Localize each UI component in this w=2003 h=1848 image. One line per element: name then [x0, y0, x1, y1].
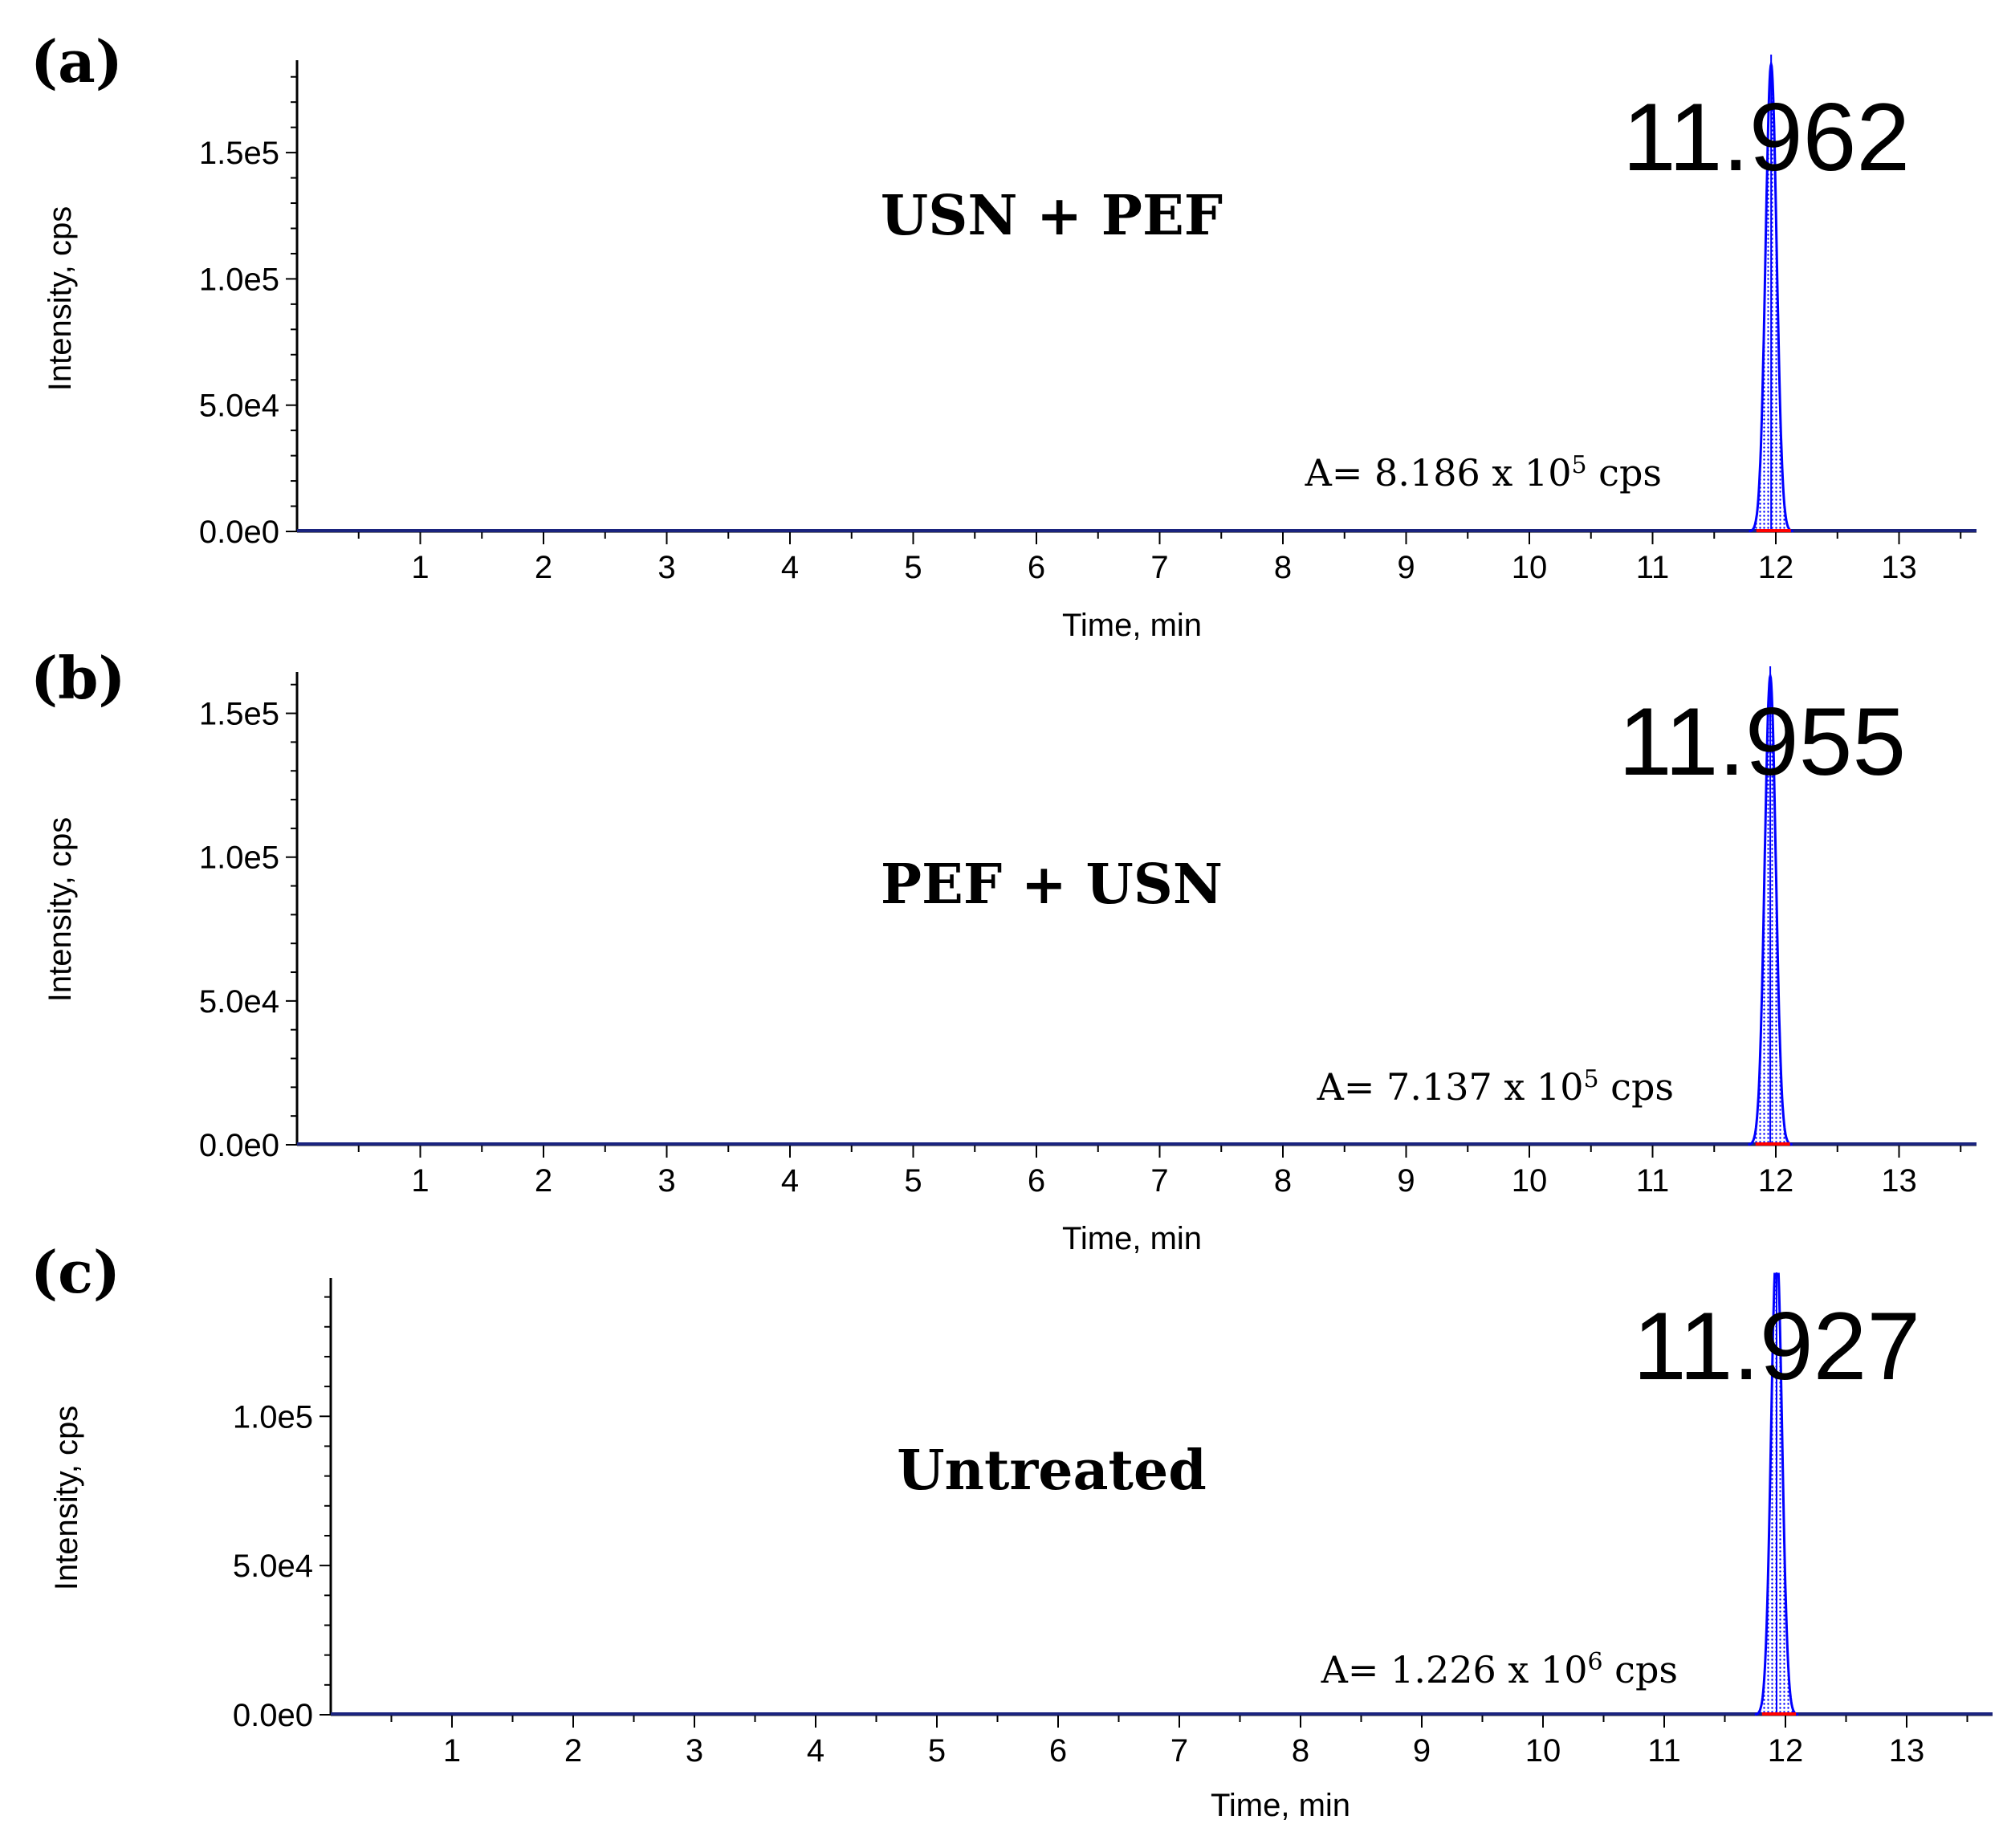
- area-label-exponent: 6: [1587, 1648, 1602, 1676]
- x-tick-label: 1: [411, 1163, 429, 1199]
- peak-time-label: 11.962: [1622, 83, 1910, 191]
- x-tick-label: 11: [1636, 550, 1670, 585]
- x-tick-label: 5: [904, 550, 922, 585]
- area-label: A= 1.226 x 106 cps: [1321, 1648, 1678, 1691]
- area-label-prefix: A= 7.137 x 10: [1317, 1065, 1584, 1109]
- area-label-exponent: 5: [1571, 451, 1586, 479]
- area-label-prefix: A= 1.226 x 10: [1321, 1648, 1588, 1691]
- peak-time-label: 11.955: [1618, 688, 1906, 796]
- x-tick-label: 4: [781, 550, 799, 585]
- x-tick-label: 10: [1512, 1163, 1548, 1199]
- x-tick-label: 12: [1768, 1733, 1804, 1769]
- area-label: A= 7.137 x 105 cps: [1317, 1065, 1674, 1109]
- x-tick-label: 4: [781, 1163, 799, 1199]
- condition-label: USN + PEF: [881, 184, 1223, 248]
- x-tick-label: 13: [1881, 1163, 1917, 1199]
- x-tick-label: 12: [1758, 550, 1794, 585]
- x-tick-label: 2: [564, 1733, 582, 1769]
- x-tick-label: 11: [1636, 1163, 1670, 1199]
- x-tick-label: 5: [904, 1163, 922, 1199]
- area-label-unit: cps: [1603, 1648, 1678, 1691]
- y-tick-label: 5.0e4: [233, 1549, 313, 1584]
- peak-time-label: 11.927: [1633, 1292, 1920, 1400]
- x-tick-label: 13: [1881, 550, 1917, 585]
- x-tick-label: 3: [657, 550, 675, 585]
- y-axis-label: Intensity, cps: [49, 1406, 84, 1590]
- x-tick-label: 8: [1274, 550, 1292, 585]
- x-tick-label: 10: [1525, 1733, 1561, 1769]
- y-axis-label: Intensity, cps: [43, 206, 78, 391]
- x-axis-label: Time, min: [1062, 1221, 1202, 1256]
- x-tick-label: 1: [411, 550, 429, 585]
- x-axis-label: Time, min: [1211, 1788, 1350, 1823]
- y-tick-label: 5.0e4: [199, 984, 279, 1020]
- x-tick-label: 7: [1150, 550, 1168, 585]
- x-tick-label: 7: [1150, 1163, 1168, 1199]
- x-tick-label: 2: [535, 1163, 552, 1199]
- x-tick-label: 6: [1028, 1163, 1045, 1199]
- x-tick-label: 3: [686, 1733, 703, 1769]
- condition-label: Untreated: [897, 1439, 1207, 1503]
- area-label-prefix: A= 8.186 x 10: [1305, 451, 1572, 495]
- x-tick-label: 6: [1049, 1733, 1067, 1769]
- x-tick-label: 2: [535, 550, 552, 585]
- x-tick-label: 7: [1170, 1733, 1188, 1769]
- y-tick-label: 1.5e5: [199, 697, 279, 732]
- x-tick-label: 3: [657, 1163, 675, 1199]
- x-axis-label: Time, min: [1062, 608, 1202, 643]
- x-tick-label: 13: [1889, 1733, 1925, 1769]
- area-label: A= 8.186 x 105 cps: [1305, 451, 1662, 495]
- y-tick-label: 0.0e0: [199, 1128, 279, 1163]
- y-axis-label: Intensity, cps: [43, 817, 78, 1002]
- condition-label: PEF + USN: [881, 853, 1223, 917]
- y-tick-label: 5.0e4: [199, 389, 279, 424]
- y-tick-label: 1.5e5: [199, 136, 279, 171]
- x-tick-label: 6: [1028, 550, 1045, 585]
- x-tick-label: 5: [928, 1733, 946, 1769]
- x-tick-label: 4: [807, 1733, 824, 1769]
- x-tick-label: 12: [1758, 1163, 1794, 1199]
- x-tick-label: 9: [1397, 1163, 1415, 1199]
- x-tick-label: 8: [1292, 1733, 1309, 1769]
- x-tick-label: 8: [1274, 1163, 1292, 1199]
- x-tick-label: 9: [1397, 550, 1415, 585]
- y-tick-label: 0.0e0: [199, 515, 279, 550]
- y-tick-label: 1.0e5: [199, 841, 279, 876]
- x-tick-label: 10: [1512, 550, 1548, 585]
- y-tick-label: 1.0e5: [233, 1399, 313, 1435]
- area-label-unit: cps: [1599, 1065, 1674, 1109]
- area-label-unit: cps: [1587, 451, 1662, 495]
- panel-label: (c): [31, 1238, 120, 1306]
- panel-label: (b): [31, 644, 125, 712]
- x-tick-label: 11: [1647, 1733, 1681, 1769]
- y-tick-label: 0.0e0: [233, 1698, 313, 1733]
- panel-label: (a): [31, 27, 123, 96]
- x-tick-label: 1: [443, 1733, 461, 1769]
- area-label-exponent: 5: [1583, 1065, 1598, 1093]
- x-tick-label: 9: [1413, 1733, 1431, 1769]
- y-tick-label: 1.0e5: [199, 262, 279, 297]
